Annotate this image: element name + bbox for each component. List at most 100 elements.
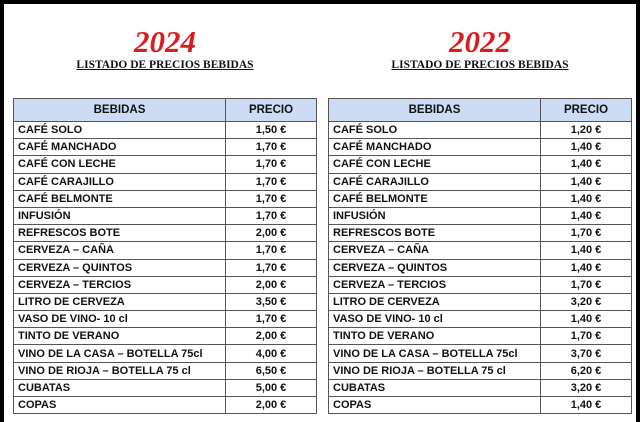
- table-row: CUBATAS 3,20 €: [328, 378, 632, 398]
- drink-price: 2,00 €: [225, 327, 317, 346]
- table-row: VINO DE LA CASA – BOTELLA 75cl 4,00 €: [13, 344, 317, 363]
- table-row: CAFÉ SOLO 1,50 €: [13, 120, 317, 140]
- table-row: LITRO DE CERVEZA 3,50 €: [13, 292, 317, 312]
- drink-name: CAFÉ MANCHADO: [13, 138, 226, 157]
- table-row: VASO DE VINO- 10 cl 1,70 €: [13, 310, 317, 329]
- table-row: CAFÉ MANCHADO 1,70 €: [13, 138, 317, 157]
- table-row: COPAS 1,40 €: [328, 395, 632, 415]
- drink-price: 1,40 €: [540, 310, 632, 329]
- drink-price: 3,20 €: [540, 292, 632, 312]
- drink-name: CERVEZA – QUINTOS: [13, 258, 226, 277]
- drink-price: 1,50 €: [225, 120, 317, 140]
- drink-price: 3,50 €: [225, 292, 317, 312]
- drink-name: CUBATAS: [13, 378, 226, 398]
- drink-price: 3,20 €: [540, 378, 632, 398]
- drink-price: 1,70 €: [225, 172, 317, 191]
- list-subtitle: LISTADO DE PRECIOS BEBIDAS: [76, 59, 254, 71]
- table-row: CERVEZA – CAÑA 1,40 €: [328, 241, 632, 260]
- table-row: CERVEZA – TERCIOS 2,00 €: [13, 275, 317, 294]
- drink-price: 1,40 €: [540, 138, 632, 157]
- drink-price: 4,00 €: [225, 344, 317, 363]
- header-price: PRECIO: [540, 98, 632, 122]
- table-row: VASO DE VINO- 10 cl 1,40 €: [328, 310, 632, 329]
- drink-price: 1,40 €: [540, 395, 632, 415]
- drink-name: VINO DE RIOJA – BOTELLA 75 cl: [13, 361, 226, 380]
- drink-name: CERVEZA – CAÑA: [13, 241, 226, 260]
- table-row: CUBATAS 5,00 €: [13, 378, 317, 398]
- drink-price: 2,00 €: [225, 224, 317, 243]
- table-row: REFRESCOS BOTE 2,00 €: [13, 224, 317, 243]
- table-row: INFUSIÓN 1,70 €: [13, 206, 317, 226]
- drink-price: 1,70 €: [540, 275, 632, 294]
- drink-name: CAFÉ CON LECHE: [328, 155, 541, 174]
- table-row: INFUSIÓN 1,40 €: [328, 206, 632, 226]
- table-row: LITRO DE CERVEZA 3,20 €: [328, 292, 632, 312]
- drink-name: INFUSIÓN: [328, 206, 541, 226]
- drink-name: CAFÉ CON LECHE: [13, 155, 226, 174]
- header-price: PRECIO: [225, 98, 317, 122]
- header-drinks: BEBIDAS: [328, 98, 541, 122]
- drink-price: 1,70 €: [225, 155, 317, 174]
- table-row: VINO DE RIOJA – BOTELLA 75 cl 6,20 €: [328, 361, 632, 380]
- drink-name: VINO DE LA CASA – BOTELLA 75cl: [328, 344, 541, 363]
- drink-price: 3,70 €: [540, 344, 632, 363]
- drink-price: 1,40 €: [540, 189, 632, 208]
- table-row: TINTO DE VERANO 2,00 €: [13, 327, 317, 346]
- drink-name: CAFÉ BELMONTE: [328, 189, 541, 208]
- header-drinks: BEBIDAS: [13, 98, 226, 122]
- drink-name: TINTO DE VERANO: [13, 327, 226, 346]
- drink-name: VASO DE VINO- 10 cl: [328, 310, 541, 329]
- drink-name: CERVEZA – CAÑA: [328, 241, 541, 260]
- drink-price: 6,50 €: [225, 361, 317, 380]
- table-row: CAFÉ CARAJILLO 1,70 €: [13, 172, 317, 191]
- drink-price: 1,70 €: [225, 241, 317, 260]
- drink-name: CERVEZA – QUINTOS: [328, 258, 541, 277]
- table-row: CAFÉ CARAJILLO 1,40 €: [328, 172, 632, 191]
- table-row: CERVEZA – QUINTOS 1,40 €: [328, 258, 632, 277]
- table-row: VINO DE LA CASA – BOTELLA 75cl 3,70 €: [328, 344, 632, 363]
- table-row: REFRESCOS BOTE 1,70 €: [328, 224, 632, 243]
- drink-name: CAFÉ MANCHADO: [328, 138, 541, 157]
- drink-name: COPAS: [328, 395, 541, 415]
- drink-price: 1,40 €: [540, 206, 632, 226]
- drink-name: INFUSIÓN: [13, 206, 226, 226]
- drink-price: 1,40 €: [540, 258, 632, 277]
- table-row: COPAS 2,00 €: [13, 395, 317, 415]
- drink-price: 1,40 €: [540, 155, 632, 174]
- drink-price: 1,70 €: [225, 310, 317, 329]
- drink-price: 1,70 €: [225, 258, 317, 277]
- drink-name: CUBATAS: [328, 378, 541, 398]
- table-row: CAFÉ CON LECHE 1,40 €: [328, 155, 632, 174]
- table-row: CERVEZA – TERCIOS 1,70 €: [328, 275, 632, 294]
- drink-price: 1,70 €: [225, 206, 317, 226]
- table-row: VINO DE RIOJA – BOTELLA 75 cl 6,50 €: [13, 361, 317, 380]
- table-row: CAFÉ SOLO 1,20 €: [328, 120, 632, 140]
- table-row: CERVEZA – QUINTOS 1,70 €: [13, 258, 317, 277]
- table-header: BEBIDAS PRECIO: [328, 98, 632, 122]
- price-document: 2024 LISTADO DE PRECIOS BEBIDAS BEBIDAS …: [4, 4, 636, 422]
- drink-price: 2,00 €: [225, 275, 317, 294]
- drink-name: VINO DE RIOJA – BOTELLA 75 cl: [328, 361, 541, 380]
- drink-price: 1,70 €: [540, 224, 632, 243]
- drink-name: CERVEZA – TERCIOS: [328, 275, 541, 294]
- drink-price: 1,70 €: [225, 138, 317, 157]
- table-row: TINTO DE VERANO 1,70 €: [328, 327, 632, 346]
- price-table: BEBIDAS PRECIO CAFÉ SOLO 1,50 € CAFÉ MANCHA…: [13, 98, 317, 415]
- list-subtitle: LISTADO DE PRECIOS BEBIDAS: [391, 59, 569, 71]
- drink-price: 2,00 €: [225, 395, 317, 415]
- drink-price: 6,20 €: [540, 361, 632, 380]
- drink-name: CAFÉ CARAJILLO: [13, 172, 226, 191]
- drink-name: COPAS: [13, 395, 226, 415]
- year-title: 2024: [134, 24, 196, 59]
- drink-name: TINTO DE VERANO: [328, 327, 541, 346]
- drink-name: CERVEZA – TERCIOS: [13, 275, 226, 294]
- drink-price: 1,70 €: [540, 327, 632, 346]
- drink-name: LITRO DE CERVEZA: [328, 292, 541, 312]
- drink-name: VASO DE VINO- 10 cl: [13, 310, 226, 329]
- drink-name: REFRESCOS BOTE: [328, 224, 541, 243]
- table-row: CAFÉ MANCHADO 1,40 €: [328, 138, 632, 157]
- table-header: BEBIDAS PRECIO: [13, 98, 317, 122]
- table-row: CAFÉ CON LECHE 1,70 €: [13, 155, 317, 174]
- drink-price: 1,40 €: [540, 172, 632, 191]
- drink-price: 1,70 €: [225, 189, 317, 208]
